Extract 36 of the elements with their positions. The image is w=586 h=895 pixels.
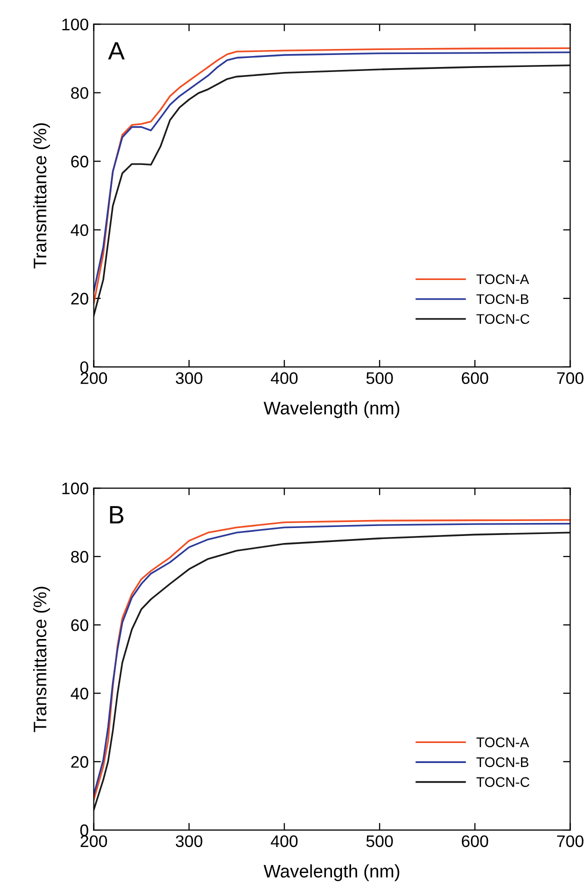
x-axis-title: Wavelength (nm): [264, 401, 400, 418]
x-tick-label: 600: [462, 835, 488, 848]
y-axis-title: Transmittance (%): [33, 586, 50, 732]
x-tick-label: 300: [176, 835, 202, 848]
x-tick-label: 400: [270, 372, 298, 384]
text: B: [110, 506, 124, 524]
x-axis-title: Wavelength (nm): [264, 864, 400, 882]
x-tick-label: 600: [462, 372, 488, 384]
x-tick-label: 500: [366, 372, 393, 384]
legend-label: TOCN-C: [476, 777, 530, 787]
y-axis-title: Transmittance (%): [33, 123, 50, 269]
y-tick-label: 0: [80, 824, 88, 836]
y-tick-label: 40: [70, 688, 88, 700]
y-tick-label: 80: [71, 87, 88, 99]
x-tick-label: 700: [557, 835, 584, 848]
legend-label: TOCN-C: [476, 314, 530, 324]
x-tick-label: 300: [176, 372, 202, 384]
x-tick-label: 500: [366, 835, 393, 848]
y-tick-label: 60: [71, 156, 88, 168]
legend-label: TOCN-A: [476, 737, 530, 748]
legend-label: TOCN-B: [476, 294, 528, 304]
legend-label: TOCN-B: [476, 757, 528, 768]
y-tick-label: 0: [80, 361, 88, 374]
x-tick-label: 200: [80, 835, 108, 848]
legend-label: TOCN-A: [476, 274, 530, 284]
y-tick-label: 60: [71, 619, 88, 632]
y-tick-label: 100: [62, 482, 88, 494]
y-tick-label: 20: [71, 292, 88, 305]
text: A: [108, 42, 125, 60]
x-tick-label: 400: [270, 835, 298, 848]
y-tick-label: 80: [71, 550, 88, 563]
x-tick-label: 200: [80, 372, 108, 384]
x-tick-label: 700: [557, 372, 584, 384]
y-tick-label: 40: [70, 224, 88, 236]
y-tick-label: 20: [71, 756, 88, 768]
y-tick-label: 100: [62, 18, 88, 30]
